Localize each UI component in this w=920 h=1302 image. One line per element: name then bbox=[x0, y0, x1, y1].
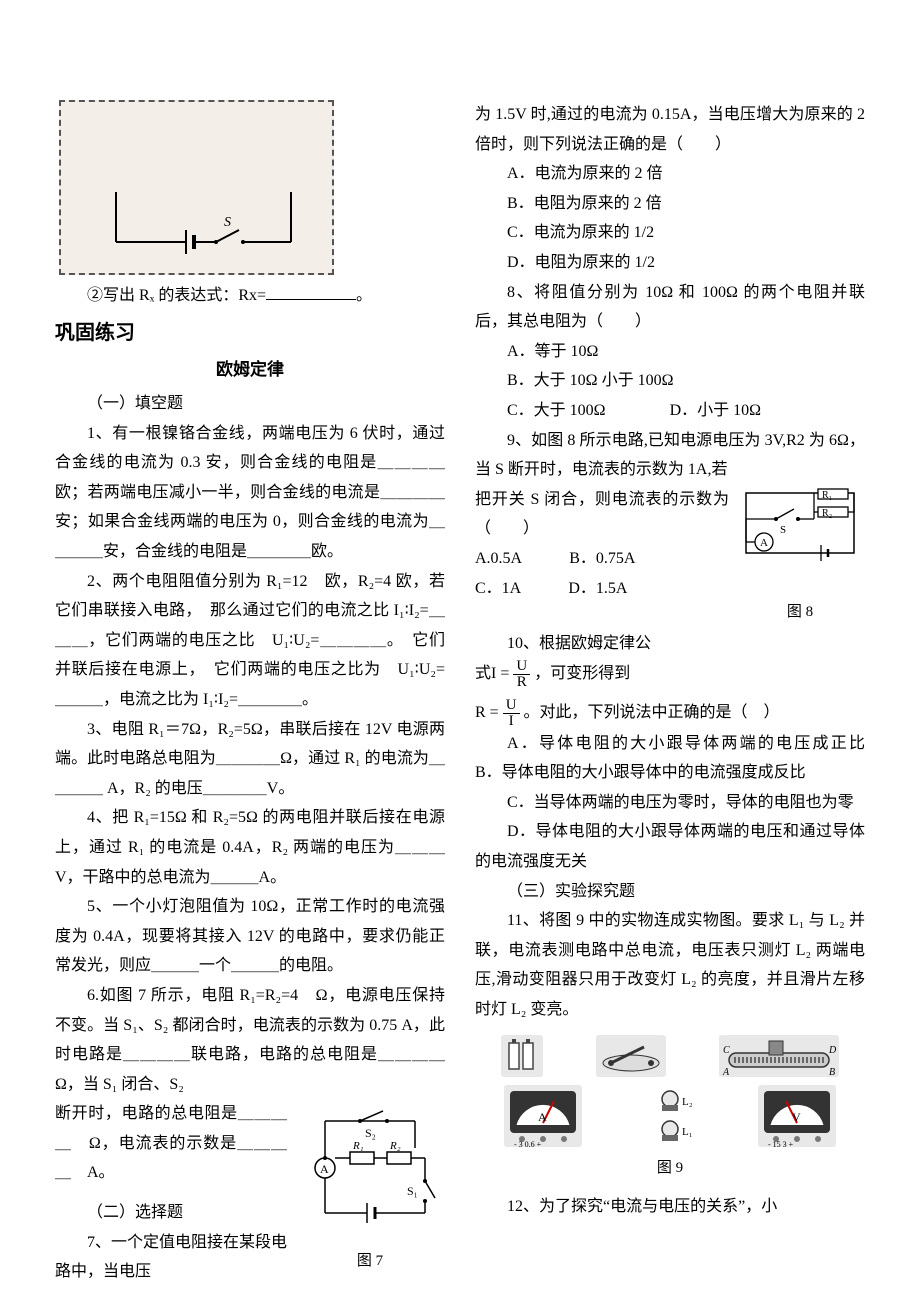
q10-option-ab: A．导体电阻的大小跟导体两端的电压成正比 B．导体电阻的大小跟导体中的电流强度成… bbox=[475, 729, 865, 788]
bulbs-icon: L₂ L₁ bbox=[640, 1085, 700, 1147]
question-7-cont: 为 1.5V 时,通过的电流为 0.15A，当电压增大为原来的 2 倍时，则下列… bbox=[475, 100, 865, 159]
figure-8: R₁ R₂ S A bbox=[735, 487, 865, 627]
q10-text-a: 10、根据欧姆定律公 bbox=[507, 635, 651, 652]
question-12: 12、为了探究“电流与电压的关系”，小 bbox=[475, 1192, 865, 1222]
question-5: 5、一个小灯泡阻值为 10Ω，正常工作时的电流强度为 0.4A，现要将其接入 1… bbox=[55, 892, 445, 981]
battery-icon bbox=[501, 1035, 543, 1077]
subsection-1: （一）填空题 bbox=[55, 389, 445, 419]
q10-text-c: 。对此，下列说法中正确的是（ ） bbox=[524, 704, 780, 721]
subsection-3: （三）实验探究题 bbox=[475, 877, 865, 907]
question-10-line3: R = UI 。对此，下列说法中正确的是（ ） bbox=[475, 698, 865, 729]
q10-option-d: D．导体电阻的大小跟导体两端的电压和通过导体的电流强度无关 bbox=[475, 817, 865, 876]
question-10-line1: 10、根据欧姆定律公 bbox=[475, 629, 865, 659]
figure-8-caption: 图 8 bbox=[735, 599, 865, 627]
section-title: 巩固练习 bbox=[55, 315, 445, 352]
question-3: 3、电阻 R₁＝7Ω，R₂=5Ω，串联后接在 12V 电源两端。此时电路总电阻为… bbox=[55, 715, 445, 804]
svg-text:- 15 3 +: - 15 3 + bbox=[768, 1140, 794, 1147]
rheostat-icon: C D A B bbox=[719, 1035, 839, 1077]
svg-text:C: C bbox=[723, 1045, 730, 1056]
q7-option-a: A．电流为原来的 2 倍 bbox=[475, 159, 865, 189]
svg-text:R₁: R₁ bbox=[352, 1140, 364, 1152]
rx-text: ②写出 Rₓ 的表达式：Rx= bbox=[87, 287, 266, 304]
figure-7: S₂ A R₁ R₂ S₁ bbox=[295, 1103, 445, 1275]
svg-text:A: A bbox=[538, 1110, 547, 1124]
svg-text:D: D bbox=[828, 1045, 837, 1056]
question-9: 9、如图 8 所示电路,已知电源电压为 3V,R2 为 6Ω，当 S 断开时，电… bbox=[475, 426, 865, 485]
question-1: 1、有一根镍铬合金线，两端电压为 6 伏时，通过合金线的电流为 0.3 安，则合… bbox=[55, 419, 445, 567]
q7-option-b: B．电阻为原来的 2 倍 bbox=[475, 189, 865, 219]
question-10-line2: 式I = UR ，可变形得到 bbox=[475, 659, 865, 690]
svg-text:A: A bbox=[722, 1067, 730, 1077]
circuit-sketch-icon: S bbox=[61, 102, 336, 277]
question-11: 11、将图 9 中的实物连成实物图。要求 L₁ 与 L₂ 并联，电流表测电路中总… bbox=[475, 906, 865, 1024]
figure-7-caption: 图 7 bbox=[295, 1248, 445, 1276]
question-2: 2、两个电阻阻值分别为 R₁=12 欧，R₂=4 欧，若它们串联接入电路， 那么… bbox=[55, 567, 445, 715]
svg-text:- 3 0.6 +: - 3 0.6 + bbox=[514, 1140, 542, 1147]
svg-text:L₁: L₁ bbox=[682, 1126, 693, 1138]
q8-option-b: B．大于 10Ω 小于 100Ω bbox=[475, 366, 865, 396]
svg-text:R₂: R₂ bbox=[822, 508, 832, 519]
svg-text:A: A bbox=[760, 537, 768, 549]
rx-expression-line: ②写出 Rₓ 的表达式：Rx=。 bbox=[55, 281, 445, 311]
question-8: 8、将阻值分别为 10Ω 和 100Ω 的两个电阻并联后，其总电阻为（ ） bbox=[475, 278, 865, 337]
q10-option-c: C．当导体两端的电压为零时，导体的电阻也为零 bbox=[475, 788, 865, 818]
svg-text:V: V bbox=[792, 1110, 801, 1124]
switch-component-icon bbox=[596, 1035, 666, 1077]
svg-text:S₁: S₁ bbox=[407, 1184, 418, 1198]
svg-text:B: B bbox=[829, 1067, 835, 1077]
svg-text:S₂: S₂ bbox=[365, 1126, 376, 1140]
figure-9-row2: A - 3 0.6 + L₂ L₁ bbox=[475, 1085, 865, 1147]
ammeter-icon: A - 3 0.6 + bbox=[504, 1085, 582, 1147]
q8-option-cd: C．大于 100Ω D．小于 10Ω bbox=[475, 396, 865, 426]
svg-text:R₁: R₁ bbox=[822, 490, 832, 501]
question-4: 4、把 R₁=15Ω 和 R₂=5Ω 的两电阻并联后接在电源上，通过 R₁ 的电… bbox=[55, 803, 445, 892]
q8-option-a: A．等于 10Ω bbox=[475, 337, 865, 367]
figure-9-caption: 图 9 bbox=[475, 1155, 865, 1183]
center-subtitle: 欧姆定律 bbox=[55, 354, 445, 385]
q7-option-d: D．电阻为原来的 1/2 bbox=[475, 248, 865, 278]
q7-option-c: C．电流为原来的 1/2 bbox=[475, 218, 865, 248]
svg-text:L₂: L₂ bbox=[682, 1096, 693, 1108]
figure-9-row1: C D A B bbox=[475, 1035, 865, 1077]
fraction-u-i: UI bbox=[503, 698, 520, 729]
circuit-diagram-box: S bbox=[59, 100, 334, 275]
svg-text:R₂: R₂ bbox=[389, 1140, 401, 1152]
svg-text:A: A bbox=[320, 1162, 329, 1176]
right-column: 为 1.5V 时,通过的电流为 0.15A，当电压增大为原来的 2 倍时，则下列… bbox=[475, 100, 865, 1287]
svg-text:S: S bbox=[224, 215, 231, 230]
voltmeter-icon: V - 15 3 + bbox=[758, 1085, 836, 1147]
question-6a: 6.如图 7 所示，电阻 R₁=R₂=4 Ω，电源电压保持不变。当 S₁、S₂ … bbox=[55, 981, 445, 1099]
figure-9: C D A B A - 3 0.6 + bbox=[475, 1035, 865, 1183]
q10-text-b: ，可变形得到 bbox=[534, 665, 630, 682]
fraction-u-r: UR bbox=[513, 659, 530, 690]
figure-7-circuit-icon: S₂ A R₁ R₂ S₁ bbox=[295, 1103, 445, 1233]
left-column: S ②写出 Rₓ 的表达式：Rx=。 巩固练习 欧姆定律 （一）填空题 1、有一… bbox=[55, 100, 445, 1287]
svg-text:S: S bbox=[780, 524, 786, 536]
figure-8-circuit-icon: R₁ R₂ S A bbox=[736, 487, 864, 567]
